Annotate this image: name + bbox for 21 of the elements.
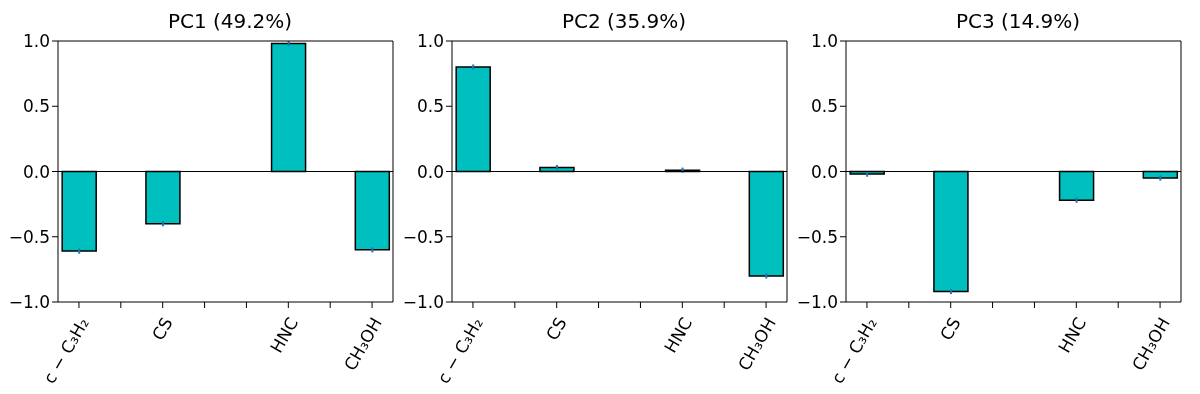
y-tick-label: 0.0 (416, 161, 444, 182)
y-tick-label: 1.0 (810, 31, 838, 52)
x-tick-label: CS (541, 314, 571, 344)
y-tick-label: 0.5 (416, 96, 444, 117)
y-tick-label: 0.0 (810, 161, 838, 182)
chart-title: PC1 (49.2%) (167, 9, 293, 33)
x-tick-label: CS (935, 314, 965, 344)
y-tick-label: 1.0 (416, 31, 444, 52)
y-tick-label: 0.5 (22, 96, 50, 117)
y-tick-label: −0.5 (8, 226, 50, 247)
y-tick-label: −1.0 (402, 292, 444, 313)
y-tick-label: −1.0 (796, 292, 838, 313)
y-tick-label: 1.0 (22, 31, 50, 52)
chart-title: PC2 (35.9%) (561, 9, 687, 33)
y-tick-label: −0.5 (402, 226, 444, 247)
x-tick-label: CS (147, 314, 177, 344)
y-tick-label: −1.0 (8, 292, 50, 313)
y-tick-label: 0.0 (22, 161, 50, 182)
y-tick-label: −0.5 (796, 226, 838, 247)
chart-title: PC3 (14.9%) (955, 9, 1081, 33)
y-tick-label: 0.5 (810, 96, 838, 117)
